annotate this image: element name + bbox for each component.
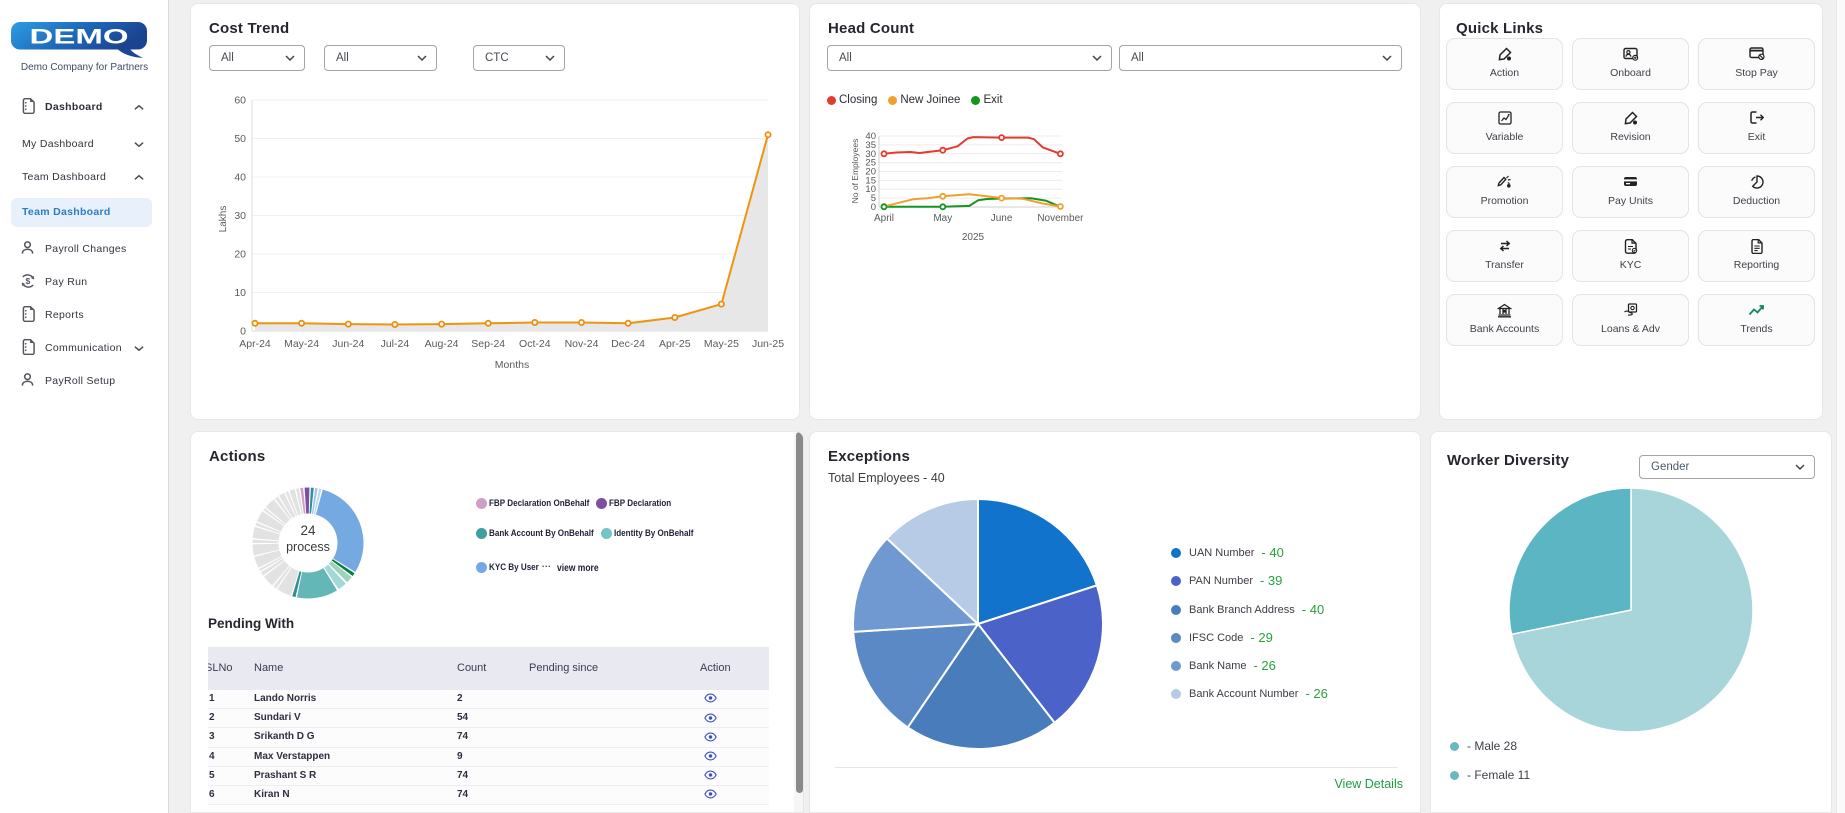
svg-text:25: 25 [865, 158, 876, 169]
svg-text:Lakhs: Lakhs [218, 206, 229, 233]
svg-text:Jul-24: Jul-24 [381, 338, 410, 350]
svg-text:November: November [1037, 213, 1084, 224]
svg-text:40: 40 [234, 172, 246, 184]
svg-text:50: 50 [234, 133, 246, 145]
svg-text:Months: Months [495, 359, 529, 371]
svg-text:60: 60 [234, 95, 246, 107]
svg-text:Nov-24: Nov-24 [565, 338, 599, 350]
svg-text:May-24: May-24 [284, 338, 319, 350]
svg-text:Dec-24: Dec-24 [611, 338, 645, 350]
svg-text:May: May [933, 213, 952, 224]
svg-text:5: 5 [871, 193, 876, 204]
svg-text:Aug-24: Aug-24 [425, 338, 459, 350]
svg-text:Sep-24: Sep-24 [471, 338, 505, 350]
svg-text:35: 35 [865, 140, 876, 151]
svg-text:April: April [874, 213, 894, 224]
svg-text:0: 0 [871, 202, 876, 213]
svg-text:30: 30 [865, 149, 876, 160]
svg-text:30: 30 [234, 210, 246, 222]
svg-text:$: $ [26, 275, 31, 285]
svg-text:Oct-24: Oct-24 [519, 338, 551, 350]
svg-text:10: 10 [865, 184, 876, 195]
svg-text:No of Employees: No of Employees [850, 139, 860, 204]
svg-text:0: 0 [240, 326, 246, 338]
svg-text:Jun-24: Jun-24 [332, 338, 364, 350]
svg-text:June: June [991, 213, 1013, 224]
svg-text:2025: 2025 [962, 232, 985, 243]
svg-text:20: 20 [865, 167, 876, 178]
svg-text:10: 10 [234, 287, 246, 299]
svg-text:Jun-25: Jun-25 [752, 338, 784, 350]
svg-text:20: 20 [234, 249, 246, 261]
svg-text:Apr-25: Apr-25 [659, 338, 691, 350]
svg-text:40: 40 [865, 131, 876, 142]
svg-text:DEMO: DEMO [30, 26, 129, 49]
svg-text:15: 15 [865, 175, 876, 186]
svg-text:Apr-24: Apr-24 [239, 338, 271, 350]
svg-text:May-25: May-25 [704, 338, 739, 350]
